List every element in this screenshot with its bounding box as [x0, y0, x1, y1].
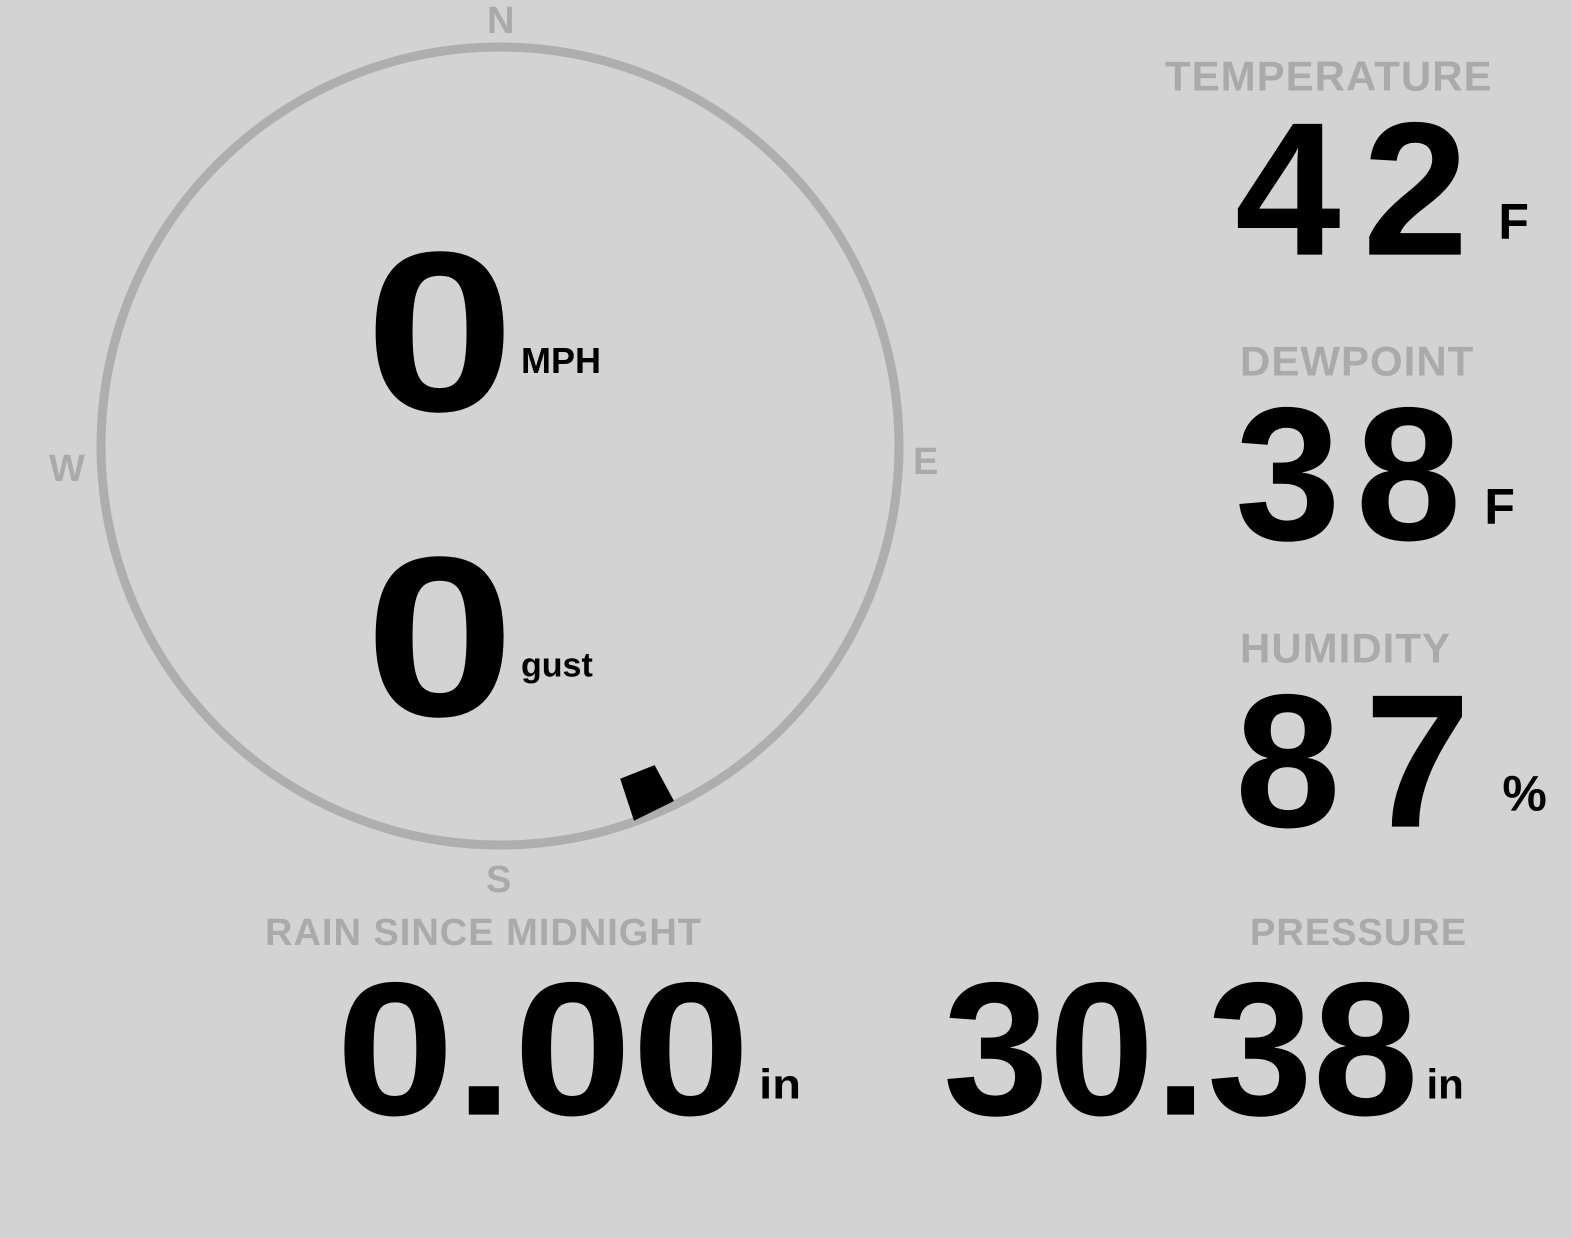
svg-text:N: N	[487, 0, 515, 42]
svg-text:0: 0	[365, 509, 515, 764]
svg-text:gust: gust	[521, 647, 593, 685]
svg-text:0: 0	[365, 204, 515, 459]
svg-text:S: S	[486, 859, 512, 901]
svg-text:E: E	[913, 441, 939, 483]
svg-text:MPH: MPH	[521, 340, 601, 381]
svg-text:W: W	[49, 448, 86, 490]
